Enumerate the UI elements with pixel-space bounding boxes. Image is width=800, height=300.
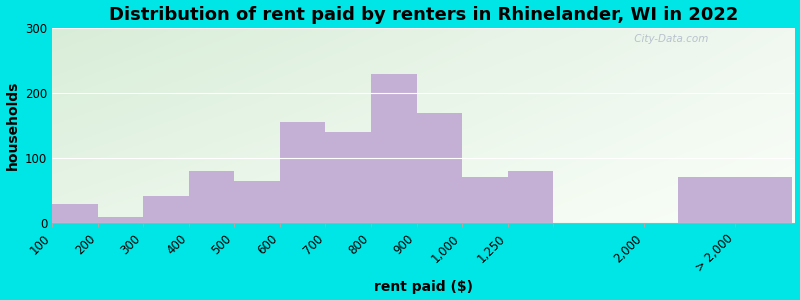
Bar — [417, 112, 462, 224]
Bar — [326, 132, 371, 224]
Bar — [507, 171, 553, 224]
Bar — [52, 204, 98, 224]
Bar — [678, 176, 792, 224]
Bar — [189, 171, 234, 224]
Title: Distribution of rent paid by renters in Rhinelander, WI in 2022: Distribution of rent paid by renters in … — [109, 6, 738, 24]
X-axis label: rent paid ($): rent paid ($) — [374, 280, 473, 294]
Text: City-Data.com: City-Data.com — [631, 34, 709, 44]
Bar — [143, 196, 189, 224]
Bar — [234, 181, 280, 224]
Bar — [98, 217, 143, 224]
Bar — [462, 176, 507, 224]
Bar — [280, 122, 326, 224]
Y-axis label: households: households — [6, 81, 19, 170]
Bar — [371, 74, 417, 224]
